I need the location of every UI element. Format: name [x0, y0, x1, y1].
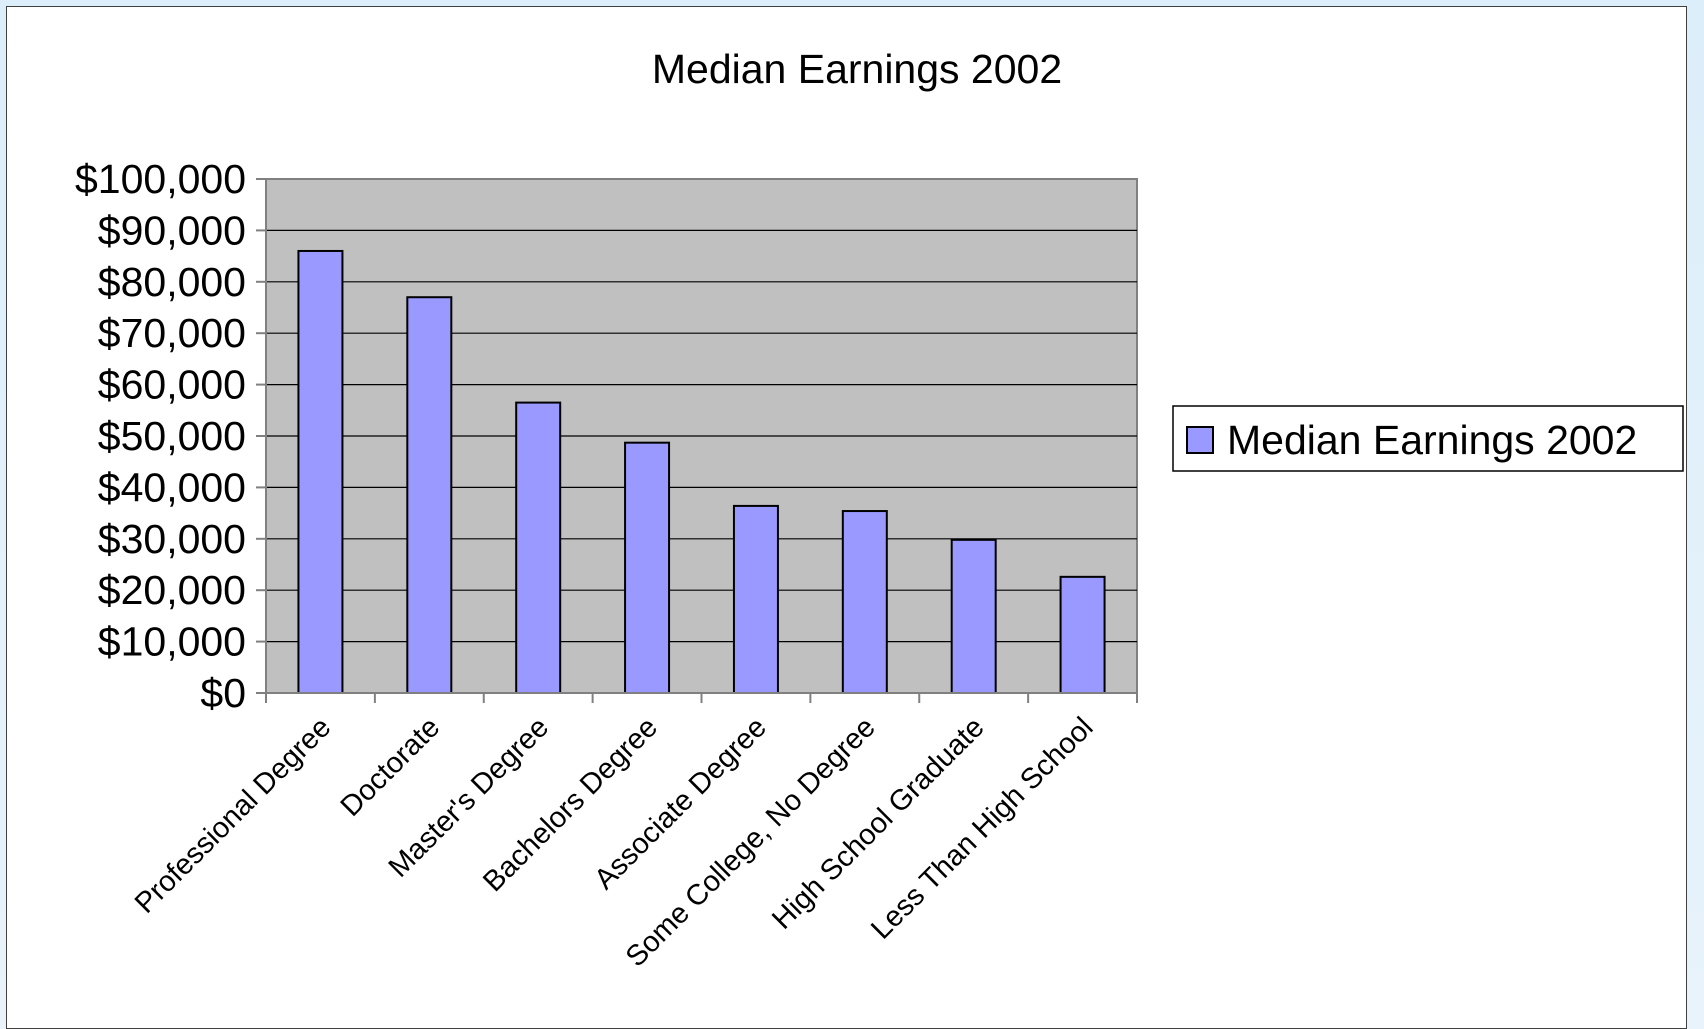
y-axis-ticks: $0 $10,000 $20,000 $30,000 $40,000 $50,000 $60… — [75, 156, 266, 716]
y-tick-label: $90,000 — [98, 207, 246, 253]
x-tick-label: Doctorate — [335, 711, 447, 823]
bars — [297, 249, 1106, 695]
y-tick-label: $20,000 — [98, 567, 246, 613]
bar — [1059, 575, 1106, 694]
y-tick-label: $60,000 — [98, 362, 246, 408]
bar — [624, 441, 671, 694]
chart-title: Median Earnings 2002 — [652, 46, 1062, 92]
y-tick-label: $80,000 — [98, 259, 246, 305]
bar — [297, 249, 344, 695]
x-tick-label: High School Graduate — [766, 711, 990, 935]
y-tick-label: $50,000 — [98, 413, 246, 459]
legend-swatch — [1186, 426, 1214, 454]
legend-label: Median Earnings 2002 — [1227, 417, 1637, 463]
bar — [732, 504, 779, 694]
legend-box — [1172, 405, 1684, 472]
legend: Median Earnings 2002 — [1172, 405, 1684, 472]
bar — [841, 510, 888, 694]
x-tick-label: Less Than High School — [865, 711, 1099, 945]
bar-chart: Median Earnings 2002 $0 $10,000 $20,000 $30… — [75, 46, 1684, 973]
y-tick-label: $10,000 — [98, 619, 246, 665]
y-tick-label: $100,000 — [75, 156, 246, 202]
y-tick-label: $0 — [200, 670, 246, 716]
bar — [406, 296, 453, 694]
y-tick-label: $40,000 — [98, 464, 246, 510]
bar — [950, 538, 997, 694]
chart-frame: Median Earnings 2002 $0 $10,000 $20,000 $30… — [6, 6, 1687, 1029]
y-tick-label: $70,000 — [98, 310, 246, 356]
bar — [515, 401, 562, 694]
x-tick-label: Professional Degree — [129, 711, 337, 919]
y-tick-label: $30,000 — [98, 516, 246, 562]
